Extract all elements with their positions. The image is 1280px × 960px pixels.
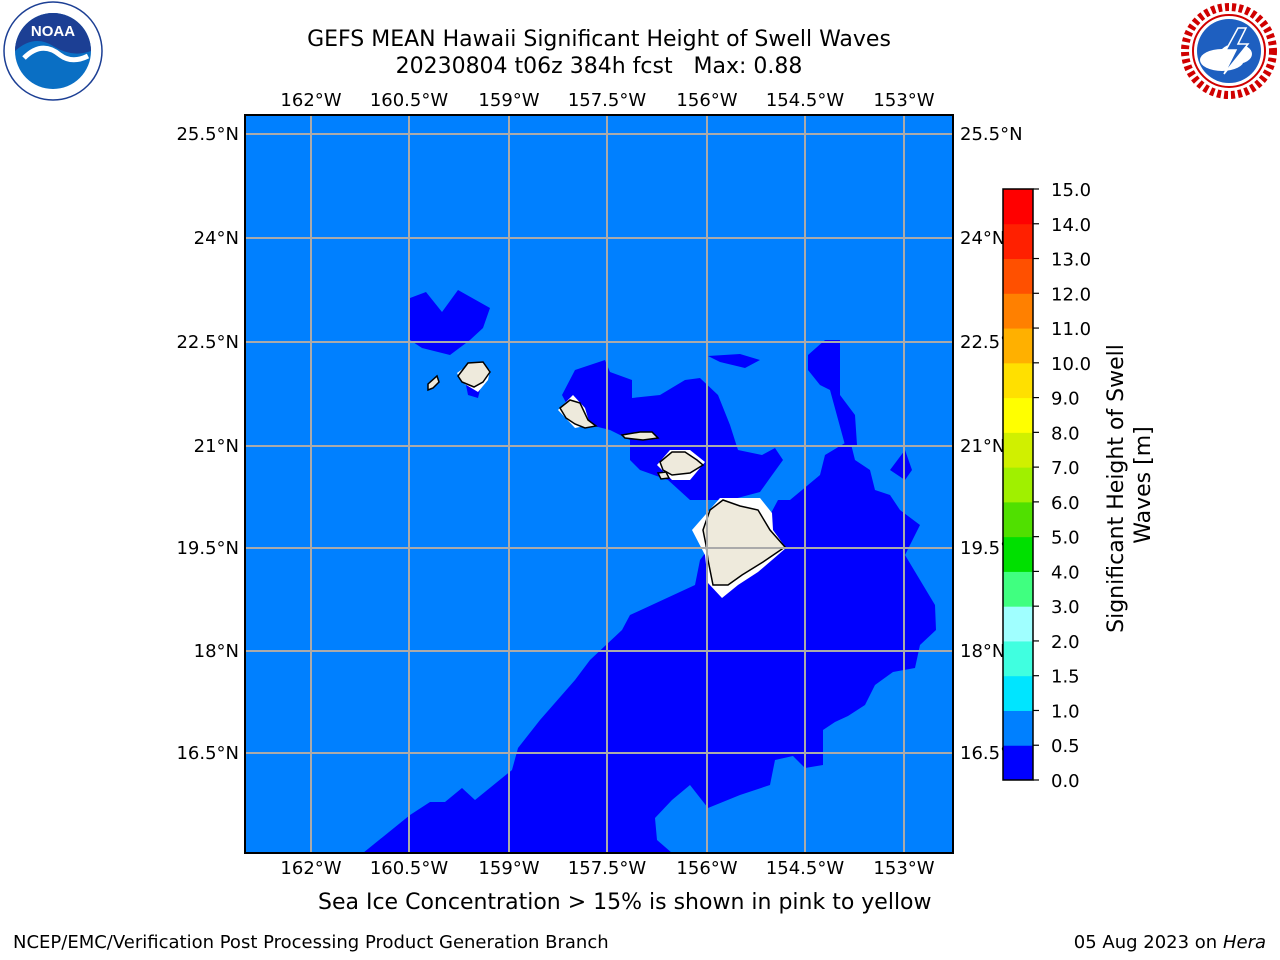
lon-label-top: 153°W xyxy=(873,90,934,111)
colorbar-tick-label: 9.0 xyxy=(1051,389,1080,410)
colorbar-tick-label: 2.0 xyxy=(1051,632,1080,653)
colorbar-segment xyxy=(1003,640,1033,677)
date-credit: 05 Aug 2023 on Hera xyxy=(1074,932,1266,953)
island-lanai xyxy=(656,471,671,480)
low-swell-patch-northeast xyxy=(708,354,760,368)
colorbar-segment xyxy=(1003,293,1033,329)
colorbar-tick-label: 14.0 xyxy=(1051,215,1091,236)
sea-ice-note: Sea Ice Concentration > 15% is shown in … xyxy=(318,890,932,915)
lat-label-left: 21°N xyxy=(194,436,239,457)
lat-label-left: 18°N xyxy=(194,641,239,662)
lat-label-right: 21°N xyxy=(960,436,1005,457)
lat-label-left: 16.5°N xyxy=(176,743,239,764)
colorbar-segment xyxy=(1003,710,1033,746)
low-swell-region-east xyxy=(808,340,857,445)
nws-logo xyxy=(1180,2,1278,100)
colorbar-segment xyxy=(1003,606,1033,642)
machine-name: Hera xyxy=(1222,932,1266,953)
forecast-subtitle: 20230804 t06z 384h fcst Max: 0.88 xyxy=(395,54,803,79)
colorbar-tick-label: 0.0 xyxy=(1051,771,1080,792)
noaa-logo-text: NOAA xyxy=(31,23,75,40)
lat-label-left: 19.5°N xyxy=(176,538,239,559)
lon-label-top: 160.5°W xyxy=(370,90,449,111)
lon-label-bottom: 153°W xyxy=(873,858,934,879)
colorbar-tick-label: 11.0 xyxy=(1051,319,1091,340)
lon-label-bottom: 154.5°W xyxy=(766,858,845,879)
colorbar-segment xyxy=(1003,501,1033,538)
island-oahu xyxy=(559,399,598,429)
map-frame xyxy=(244,114,954,854)
colorbar-segment xyxy=(1003,675,1033,711)
colorbar-ticks: 0.0 0.5 1.0 1.5 2.0 3.0 4.0 5.0 6.0 7.0 8.0 9.0 10.0… xyxy=(1033,180,1091,792)
colorbar-tick-label: 15.0 xyxy=(1051,180,1091,201)
lon-label-top: 157.5°W xyxy=(568,90,647,111)
lat-label-right: 25.5°N xyxy=(960,124,1023,145)
colorbar-segment xyxy=(1003,745,1033,781)
lat-label-right: 18°N xyxy=(960,641,1005,662)
colorbar-tick-label: 3.0 xyxy=(1051,597,1080,618)
low-swell-patch-east xyxy=(890,450,912,480)
lat-label-left: 24°N xyxy=(194,228,239,249)
low-swell-region-channels xyxy=(562,360,783,500)
island-niihau xyxy=(427,374,440,392)
colorbar-segment xyxy=(1003,397,1033,433)
colorbar-tick-label: 1.5 xyxy=(1051,667,1080,688)
lon-label-bottom: 157.5°W xyxy=(568,858,647,879)
colorbar-segment xyxy=(1003,432,1033,468)
colorbar-tick-label: 6.0 xyxy=(1051,493,1080,514)
colorbar-tick-label: 0.5 xyxy=(1051,736,1080,757)
land-islands xyxy=(427,361,787,586)
island-molokai xyxy=(620,431,660,441)
lat-label-left: 25.5°N xyxy=(176,124,239,145)
colorbar-segment xyxy=(1003,467,1033,503)
colorbar-label: Significant Height of Swell Waves [m] xyxy=(1104,337,1156,633)
island-hawaii xyxy=(702,499,787,586)
colorbar-tick-label: 12.0 xyxy=(1051,284,1091,305)
map-plot-area xyxy=(244,114,954,854)
lon-label-top: 159°W xyxy=(478,90,539,111)
colorbar-frame xyxy=(1002,188,1034,781)
lon-label-top: 162°W xyxy=(280,90,341,111)
producer-credit: NCEP/EMC/Verification Post Processing Pr… xyxy=(13,932,609,953)
colorbar-tick-label: 5.0 xyxy=(1051,528,1080,549)
colorbar-tick-label: 10.0 xyxy=(1051,354,1091,375)
low-swell-region-south xyxy=(363,440,936,853)
colorbar-segment xyxy=(1003,362,1033,399)
colorbar-segment xyxy=(1003,223,1033,260)
date-text: 05 Aug 2023 on xyxy=(1073,932,1218,953)
colorbar-segment xyxy=(1003,189,1033,225)
graticule xyxy=(245,115,953,853)
low-swell-region-north xyxy=(410,290,490,355)
island-kauai xyxy=(457,361,491,388)
colorbar-tick-label: 7.0 xyxy=(1051,458,1080,479)
lat-label-right: 24°N xyxy=(960,228,1005,249)
lon-label-bottom: 159°W xyxy=(478,858,539,879)
colorbar-segment xyxy=(1003,258,1033,294)
colorbar-tick-label: 4.0 xyxy=(1051,562,1080,583)
colorbar-segment xyxy=(1003,536,1033,572)
lon-label-top: 156°W xyxy=(676,90,737,111)
colorbar-tick-label: 8.0 xyxy=(1051,423,1080,444)
lon-label-bottom: 160.5°W xyxy=(370,858,449,879)
lon-label-bottom: 156°W xyxy=(676,858,737,879)
colorbar-tick-label: 1.0 xyxy=(1051,701,1080,722)
noaa-logo: NOAA xyxy=(3,1,103,101)
colorbar-segment xyxy=(1003,328,1033,364)
colorbar xyxy=(1002,188,1034,781)
colorbar-tick-label: 13.0 xyxy=(1051,250,1091,271)
lon-label-bottom: 162°W xyxy=(280,858,341,879)
colorbar-segment xyxy=(1003,571,1033,607)
lat-label-left: 22.5°N xyxy=(176,332,239,353)
map-title: GEFS MEAN Hawaii Significant Height of S… xyxy=(307,27,891,52)
lon-label-top: 154.5°W xyxy=(766,90,845,111)
